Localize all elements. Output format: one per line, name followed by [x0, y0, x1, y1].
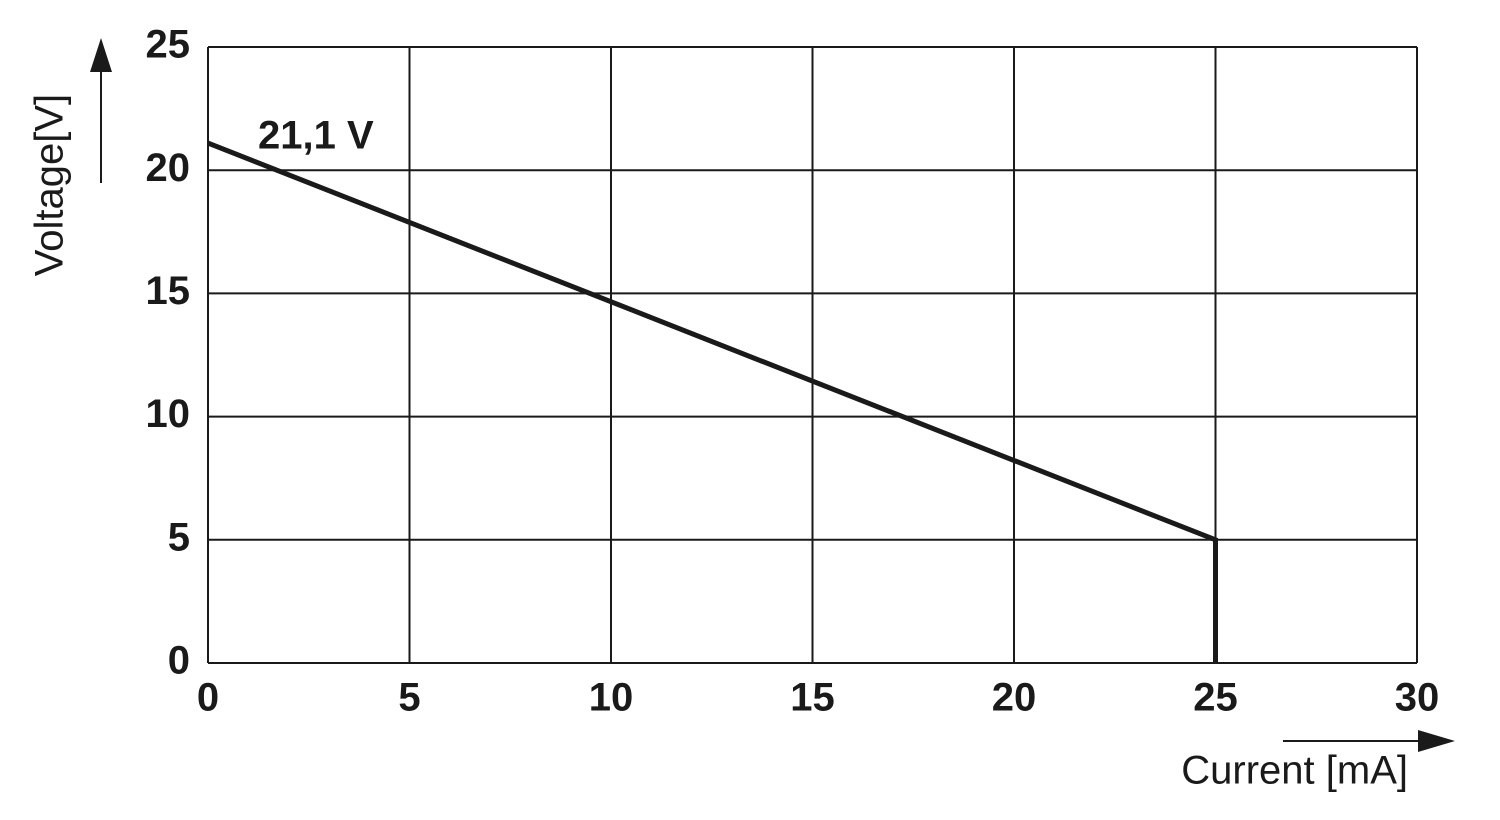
x-tick-label: 15 [790, 676, 835, 720]
data-line [207, 140, 1218, 663]
y-tick-label: 15 [146, 269, 191, 313]
y-axis-label: Voltage[V] [28, 94, 72, 276]
y-tick-label: 20 [146, 146, 191, 190]
y-axis-arrowhead [90, 38, 112, 72]
annotation: 21,1 V [258, 114, 374, 158]
x-tick-label: 10 [589, 676, 634, 720]
x-tick-label: 25 [1193, 676, 1238, 720]
x-tick-label: 0 [197, 676, 219, 720]
x-tick-label: 20 [992, 676, 1037, 720]
x-tick-label: 5 [398, 676, 420, 720]
y-tick-label: 10 [146, 392, 191, 436]
y-tick-label: 25 [146, 23, 191, 67]
y-tick-label: 5 [168, 515, 190, 559]
y-tick-label: 0 [168, 639, 190, 683]
x-axis-arrowhead [1418, 730, 1455, 752]
x-axis-label: Current [mA] [1181, 749, 1408, 793]
x-tick-label: 30 [1395, 676, 1440, 720]
